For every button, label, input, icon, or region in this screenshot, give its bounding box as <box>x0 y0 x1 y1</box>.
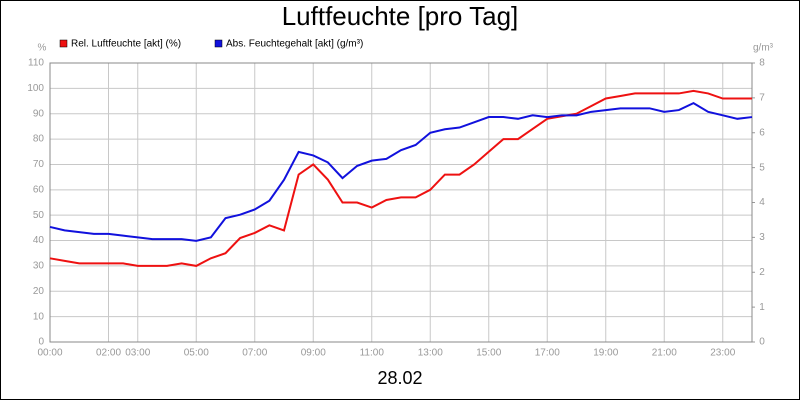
x-axis-label: 28.02 <box>377 368 422 388</box>
chart-title: Luftfeuchte [pro Tag] <box>282 1 519 31</box>
y-tick-label: 70 <box>33 159 45 170</box>
y-tick-label: 110 <box>28 58 44 69</box>
legend-label: Rel. Luftfeuchte [akt] (%) <box>71 39 181 50</box>
plot-border <box>49 62 753 343</box>
legend-swatch <box>59 39 68 48</box>
y2-tick-label: 8 <box>759 58 765 69</box>
y2-tick-label: 1 <box>759 302 765 313</box>
y2-tick-label: 6 <box>759 127 765 138</box>
x-tick-label: 19:00 <box>593 348 618 359</box>
x-tick-label: 21:00 <box>652 348 677 359</box>
legend-label: Abs. Feuchtegehalt [akt] (g/m³) <box>226 39 363 50</box>
y-tick-label: 80 <box>33 134 45 145</box>
y-tick-label: 40 <box>33 235 45 246</box>
y-tick-label: 30 <box>33 261 45 272</box>
series-line <box>49 101 753 242</box>
y2-axis-label: g/m³ <box>753 43 774 54</box>
y-tick-label: 20 <box>33 286 45 297</box>
x-tick-label: 00:00 <box>37 348 62 359</box>
x-tick-label: 11:00 <box>360 348 385 359</box>
y-tick-label: 100 <box>27 83 44 94</box>
y2-tick-label: 0 <box>759 337 765 348</box>
y2-tick-label: 3 <box>759 232 765 243</box>
y-axis-label: % <box>38 43 47 54</box>
y-tick-label: 50 <box>33 210 45 221</box>
y-tick-label: 10 <box>33 311 45 322</box>
x-tick-label: 15:00 <box>476 348 501 359</box>
y2-tick-label: 7 <box>759 93 765 104</box>
x-tick-label: 05:00 <box>184 348 209 359</box>
y-tick-label: 0 <box>38 337 44 348</box>
y2-tick-label: 2 <box>759 267 765 278</box>
x-tick-label: 13:00 <box>418 348 443 359</box>
x-tick-label: 03:00 <box>125 348 150 359</box>
y2-tick-label: 4 <box>759 197 765 208</box>
x-tick-label: 02:00 <box>96 348 121 359</box>
x-tick-label: 23:00 <box>710 348 735 359</box>
y-tick-label: 60 <box>33 184 45 195</box>
x-tick-label: 09:00 <box>301 348 326 359</box>
legend-swatch <box>214 39 223 48</box>
y2-tick-label: 5 <box>759 162 765 173</box>
y-tick-label: 90 <box>33 108 45 119</box>
x-tick-label: 17:00 <box>535 348 560 359</box>
series-line <box>49 89 752 267</box>
x-tick-label: 07:00 <box>242 348 267 359</box>
